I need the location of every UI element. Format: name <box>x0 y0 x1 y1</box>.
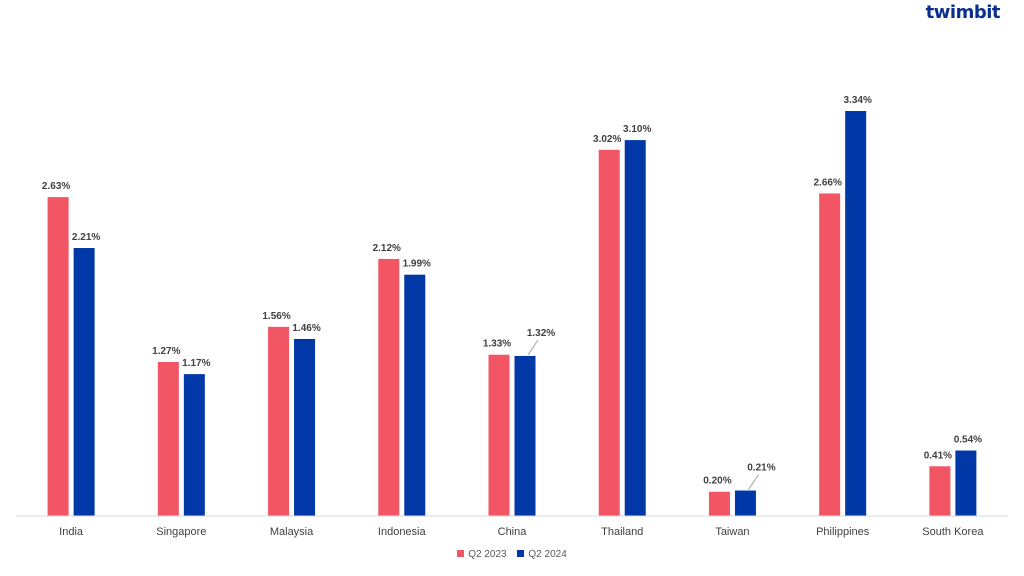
legend-item-q2-2023: Q2 2023 <box>457 549 507 560</box>
bar-philippines-q2-2024 <box>845 111 867 516</box>
bar-philippines-q2-2023 <box>819 193 841 517</box>
data-label-indonesia-q2-2023: 2.12% <box>373 243 401 254</box>
bar-india-q2-2023 <box>47 197 69 516</box>
bar-china-q2-2024 <box>514 355 536 516</box>
bar-malaysia-q2-2024 <box>294 338 316 516</box>
legend-label-q2-2024: Q2 2024 <box>528 549 567 560</box>
data-label-thailand-q2-2024: 3.10% <box>623 124 651 135</box>
data-label-thailand-q2-2023: 3.02% <box>593 134 621 145</box>
data-label-malaysia-q2-2023: 1.56% <box>262 311 290 322</box>
category-label-philippines: Philippines <box>816 526 870 538</box>
leader-line-taiwan <box>748 474 759 490</box>
bar-singapore-q2-2024 <box>183 374 205 516</box>
leader-line-china <box>527 339 539 356</box>
twimbit-logo: twimbit <box>925 2 1001 23</box>
data-label-philippines-q2-2023: 2.66% <box>813 177 841 188</box>
bar-malaysia-q2-2023 <box>268 326 290 516</box>
data-label-india-q2-2023: 2.63% <box>42 181 70 192</box>
bar-indonesia-q2-2023 <box>378 258 400 516</box>
bar-thailand-q2-2024 <box>624 140 646 516</box>
data-label-south-korea-q2-2024: 0.54% <box>954 435 982 446</box>
category-label-china: China <box>498 526 528 538</box>
category-labels-group: India Singapore Malaysia Indonesia China Thai… <box>59 526 984 538</box>
category-label-malaysia: Malaysia <box>270 526 314 538</box>
leader-lines-group <box>527 339 759 490</box>
legend-swatch-q2-2023 <box>457 550 465 557</box>
legend-swatch-q2-2024 <box>517 550 525 557</box>
bar-indonesia-q2-2024 <box>404 274 426 516</box>
data-label-singapore-q2-2024: 1.17% <box>182 358 210 369</box>
data-label-taiwan-q2-2023: 0.20% <box>703 476 731 487</box>
data-label-china-q2-2024: 1.32% <box>527 328 555 339</box>
category-label-taiwan: Taiwan <box>715 526 749 538</box>
category-label-indonesia: Indonesia <box>378 526 427 538</box>
data-labels-group: 2.63% 2.21% 1.27%1.17% 1.56%1.46% 2.12%1.99%… <box>42 95 982 487</box>
data-label-taiwan-q2-2024: 0.21% <box>747 463 775 474</box>
data-label-south-korea-q2-2023: 0.41% <box>924 450 952 461</box>
legend: Q2 2023 Q2 2024 <box>0 549 1024 560</box>
data-label-india-q2-2024: 2.21% <box>72 232 100 243</box>
data-label-china-q2-2023: 1.33% <box>483 339 511 350</box>
bar-south-korea-q2-2024 <box>955 450 977 516</box>
legend-item-q2-2024: Q2 2024 <box>517 549 567 560</box>
category-label-singapore: Singapore <box>156 526 206 538</box>
bars-group <box>47 111 977 517</box>
bar-south-korea-q2-2023 <box>929 466 951 516</box>
category-label-south-korea: South Korea <box>922 526 984 538</box>
legend-label-q2-2023: Q2 2023 <box>468 549 507 560</box>
category-label-india: India <box>59 526 84 538</box>
category-label-thailand: Thailand <box>601 526 643 538</box>
bar-china-q2-2023 <box>488 354 510 516</box>
bar-singapore-q2-2023 <box>157 362 179 516</box>
bar-taiwan-q2-2024 <box>734 490 756 516</box>
data-label-malaysia-q2-2024: 1.46% <box>292 323 320 334</box>
bar-india-q2-2024 <box>73 248 95 516</box>
data-label-singapore-q2-2023: 1.27% <box>152 346 180 357</box>
bar-thailand-q2-2023 <box>598 149 620 516</box>
bar-taiwan-q2-2023 <box>708 491 730 516</box>
data-label-philippines-q2-2024: 3.34% <box>843 95 871 106</box>
data-label-indonesia-q2-2024: 1.99% <box>403 259 431 270</box>
